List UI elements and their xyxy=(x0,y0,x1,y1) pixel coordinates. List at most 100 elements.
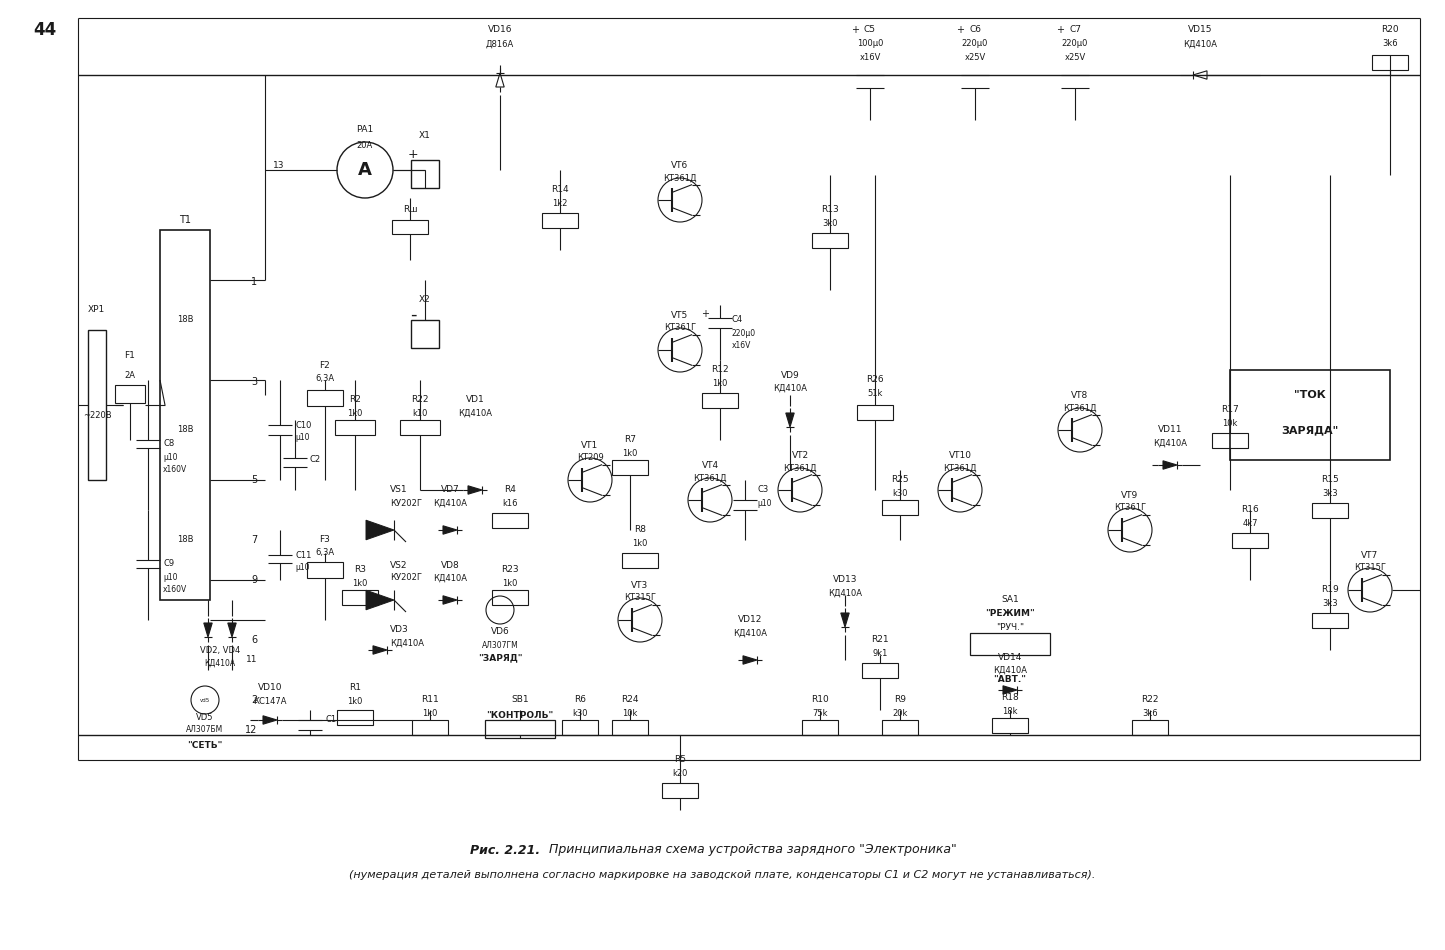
Text: 2: 2 xyxy=(251,695,257,705)
Text: F2: F2 xyxy=(319,360,331,370)
Bar xyxy=(1233,533,1269,548)
Text: 18В: 18В xyxy=(176,426,194,434)
Text: 20А: 20А xyxy=(357,141,373,149)
Bar xyxy=(863,663,897,678)
Bar xyxy=(802,720,838,735)
Text: 1k2: 1k2 xyxy=(552,199,568,207)
Text: 220µ0: 220µ0 xyxy=(962,40,988,48)
Text: 11: 11 xyxy=(246,656,257,664)
Text: VT3: VT3 xyxy=(631,580,649,590)
Bar xyxy=(1312,613,1348,628)
Circle shape xyxy=(657,328,702,372)
Text: VD12: VD12 xyxy=(738,616,762,624)
Text: R8: R8 xyxy=(634,525,646,535)
Text: "РЕЖИМ": "РЕЖИМ" xyxy=(985,609,1035,618)
Text: 7: 7 xyxy=(251,535,257,545)
Text: R13: R13 xyxy=(821,205,840,215)
Polygon shape xyxy=(468,485,483,494)
Text: 1k0: 1k0 xyxy=(633,539,647,547)
Polygon shape xyxy=(373,646,387,655)
Text: VT9: VT9 xyxy=(1121,490,1139,500)
Text: 2А: 2А xyxy=(124,370,136,379)
Text: 10k: 10k xyxy=(623,709,637,717)
Text: 1k0: 1k0 xyxy=(347,408,363,417)
Text: R10: R10 xyxy=(811,695,829,705)
Bar xyxy=(812,233,848,248)
Text: 9: 9 xyxy=(251,575,257,585)
Text: R2: R2 xyxy=(350,395,361,405)
Text: µ10: µ10 xyxy=(163,452,178,462)
Text: F3: F3 xyxy=(319,536,331,544)
Text: АЛ307БМ: АЛ307БМ xyxy=(186,726,224,734)
Polygon shape xyxy=(204,623,212,637)
Text: VD5: VD5 xyxy=(197,713,214,723)
Text: C4: C4 xyxy=(733,315,743,325)
Bar xyxy=(412,720,448,735)
Bar xyxy=(1230,370,1390,460)
Text: 220µ0: 220µ0 xyxy=(1062,40,1088,48)
Text: VD14: VD14 xyxy=(998,653,1022,661)
Polygon shape xyxy=(444,596,457,604)
Text: C2: C2 xyxy=(311,455,321,465)
Bar xyxy=(486,720,555,738)
Text: КТ361Д: КТ361Д xyxy=(694,473,727,483)
Text: R26: R26 xyxy=(866,375,884,385)
Text: 51k: 51k xyxy=(867,389,883,397)
Text: 3: 3 xyxy=(251,377,257,387)
Text: 20k: 20k xyxy=(893,709,907,717)
Bar xyxy=(160,230,210,600)
Text: "КОНТРОЛЬ": "КОНТРОЛЬ" xyxy=(487,711,553,719)
Text: АЛ307ГМ: АЛ307ГМ xyxy=(481,640,519,650)
Text: КД410А: КД410А xyxy=(993,666,1027,674)
Text: х25V: х25V xyxy=(1065,52,1085,62)
Text: R12: R12 xyxy=(711,366,728,374)
Text: VD13: VD13 xyxy=(832,576,857,584)
Polygon shape xyxy=(743,656,757,664)
Text: VT8: VT8 xyxy=(1071,390,1088,400)
Text: R25: R25 xyxy=(892,476,909,484)
Circle shape xyxy=(1348,568,1392,612)
Text: R14: R14 xyxy=(551,185,569,195)
Polygon shape xyxy=(496,73,504,87)
Text: ~220В: ~220В xyxy=(82,410,111,420)
Text: VD11: VD11 xyxy=(1157,426,1182,434)
Bar xyxy=(306,390,342,406)
Text: k30: k30 xyxy=(572,709,588,717)
Text: 1k0: 1k0 xyxy=(503,579,517,587)
Bar xyxy=(562,720,598,735)
Polygon shape xyxy=(263,715,277,724)
Text: 5: 5 xyxy=(251,475,257,485)
Bar xyxy=(335,420,376,435)
Text: 13: 13 xyxy=(273,161,285,169)
Bar xyxy=(702,393,738,408)
Text: 220µ0: 220µ0 xyxy=(733,329,756,337)
Text: КУ202Г: КУ202Г xyxy=(390,499,422,507)
Text: R24: R24 xyxy=(621,695,639,705)
Text: "СЕТЬ": "СЕТЬ" xyxy=(188,740,223,750)
Text: КУ202Г: КУ202Г xyxy=(390,574,422,582)
Bar xyxy=(88,330,105,480)
Polygon shape xyxy=(1003,686,1017,694)
Text: +: + xyxy=(701,309,709,319)
Text: k10: k10 xyxy=(412,408,428,417)
Text: (нумерация деталей выполнена согласно маркировке на заводской плате, конденсатор: (нумерация деталей выполнена согласно ма… xyxy=(348,870,1095,880)
Text: R7: R7 xyxy=(624,435,636,445)
Text: C7: C7 xyxy=(1069,26,1081,34)
Text: R20: R20 xyxy=(1381,26,1399,34)
Polygon shape xyxy=(444,525,457,534)
Bar xyxy=(1371,55,1407,70)
Bar xyxy=(491,513,527,528)
Text: КД410А: КД410А xyxy=(458,408,491,417)
Polygon shape xyxy=(366,521,394,540)
Text: R9: R9 xyxy=(894,695,906,705)
Text: КС147А: КС147А xyxy=(253,696,286,706)
Text: 18В: 18В xyxy=(176,315,194,325)
Text: КТ315Г: КТ315Г xyxy=(1354,563,1386,573)
Text: F1: F1 xyxy=(124,351,136,359)
Text: х160V: х160V xyxy=(163,584,188,594)
Circle shape xyxy=(688,478,733,522)
Text: 9k1: 9k1 xyxy=(873,649,887,657)
Text: ЗАРЯДА": ЗАРЯДА" xyxy=(1282,425,1338,435)
Text: КД410А: КД410А xyxy=(773,384,806,392)
Text: х16V: х16V xyxy=(733,341,751,351)
